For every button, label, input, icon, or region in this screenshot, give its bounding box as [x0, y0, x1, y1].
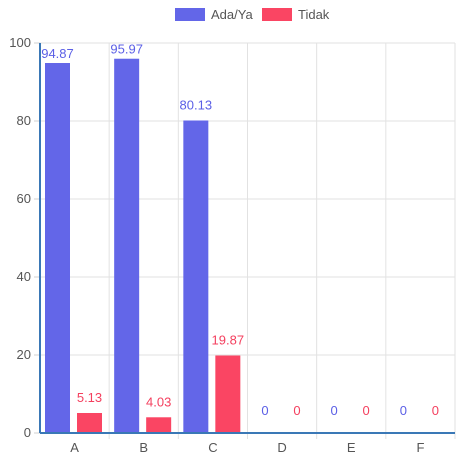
data-label: 19.87	[212, 333, 245, 348]
data-label: 0	[331, 403, 338, 418]
data-label: 0	[363, 403, 370, 418]
data-label: 5.13	[77, 390, 102, 405]
x-tick-label: C	[208, 440, 217, 453]
y-tick-label: 40	[17, 269, 31, 284]
x-tick-label: F	[416, 440, 424, 453]
legend-swatch	[262, 8, 292, 21]
bar-ada-ya[interactable]	[114, 58, 140, 433]
legend-label: Tidak	[298, 7, 330, 22]
data-label: 0	[400, 403, 407, 418]
bar-tidak[interactable]	[77, 412, 102, 433]
data-label: 0	[261, 403, 268, 418]
y-axis-ticks: 0 20 40 60 80 100	[9, 35, 31, 440]
bar-tidak[interactable]	[215, 355, 241, 433]
data-label: 94.87	[41, 46, 74, 61]
data-label: 0	[293, 403, 300, 418]
bar-tidak[interactable]	[146, 417, 172, 433]
legend-label: Ada/Ya	[211, 7, 253, 22]
y-tick-label: 20	[17, 347, 31, 362]
x-tick-label: B	[139, 440, 148, 453]
legend-item-ada-ya[interactable]: Ada/Ya	[175, 7, 253, 22]
data-label: 4.03	[146, 394, 171, 409]
legend[interactable]: Ada/Ya Tidak	[175, 7, 330, 22]
bar-ada-ya[interactable]	[45, 63, 70, 434]
bars	[45, 58, 241, 434]
data-label: 80.13	[180, 97, 213, 112]
data-label: 0	[432, 403, 439, 418]
data-label: 95.97	[110, 42, 143, 57]
legend-item-tidak[interactable]: Tidak	[262, 7, 330, 22]
x-tick-label: E	[347, 440, 356, 453]
legend-swatch	[175, 8, 205, 21]
y-tick-label: 100	[9, 35, 31, 50]
bar-ada-ya[interactable]	[183, 120, 209, 434]
y-tick-label: 80	[17, 113, 31, 128]
x-tick-label: D	[277, 440, 286, 453]
grid-lines	[34, 42, 456, 439]
x-tick-label: A	[70, 440, 79, 453]
y-tick-label: 60	[17, 191, 31, 206]
x-axis-ticks: A B C D E F	[70, 440, 424, 453]
data-labels: 94.87 95.97 80.13 0 0 0 5.13 4.03 19.87 0 0 0	[41, 42, 439, 418]
y-tick-label: 0	[24, 425, 31, 440]
